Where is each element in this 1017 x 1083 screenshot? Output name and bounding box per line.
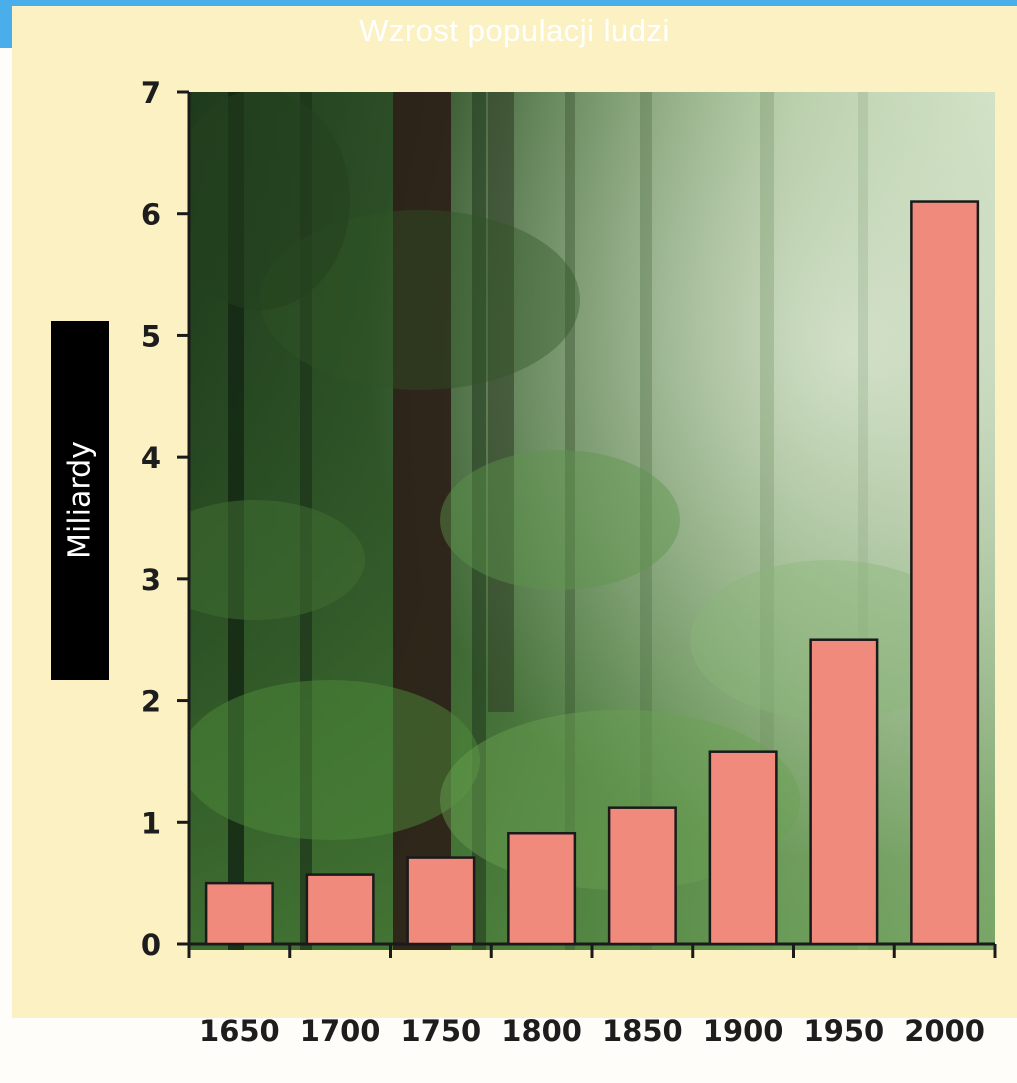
x-tick-label: 2000 xyxy=(904,1014,985,1048)
chart-title: Wzrost populacji ludzi xyxy=(359,13,670,48)
y-tick-label: 6 xyxy=(141,198,161,232)
y-tick-label: 3 xyxy=(141,563,161,597)
bar-1850 xyxy=(607,806,677,946)
bar-1750 xyxy=(406,856,476,946)
y-tick-labels: 0 1 2 3 4 5 6 7 xyxy=(141,76,161,962)
bar-2000 xyxy=(910,200,980,946)
top-accent-bar xyxy=(0,0,1017,6)
x-tick-label: 1650 xyxy=(199,1014,280,1048)
bar-1900 xyxy=(708,750,778,946)
y-axis-label-box xyxy=(51,321,109,680)
x-tick-label: 1800 xyxy=(501,1014,582,1048)
bar-1700 xyxy=(305,873,375,946)
x-tick-label: 1950 xyxy=(804,1014,885,1048)
y-tick-label: 7 xyxy=(141,76,161,110)
bar-1950 xyxy=(809,638,879,946)
x-tick-label: 1900 xyxy=(703,1014,784,1048)
y-tick-label: 0 xyxy=(141,928,161,962)
bar-1650 xyxy=(204,881,274,946)
x-tick-labels: 1650 1700 1750 1800 1850 1900 1950 2000 xyxy=(199,1014,985,1048)
bar-1800 xyxy=(507,831,577,946)
y-tick-label: 5 xyxy=(141,319,161,353)
left-accent-tab xyxy=(0,0,12,48)
y-tick-label: 4 xyxy=(141,441,161,475)
x-tick-label: 1750 xyxy=(401,1014,482,1048)
y-tick-label: 2 xyxy=(141,685,161,719)
y-axis-label: Miliardy xyxy=(62,441,98,559)
x-tick-label: 1700 xyxy=(300,1014,381,1048)
bar-series xyxy=(204,200,980,946)
y-tick-label: 1 xyxy=(141,806,161,840)
x-tick-label: 1850 xyxy=(602,1014,683,1048)
